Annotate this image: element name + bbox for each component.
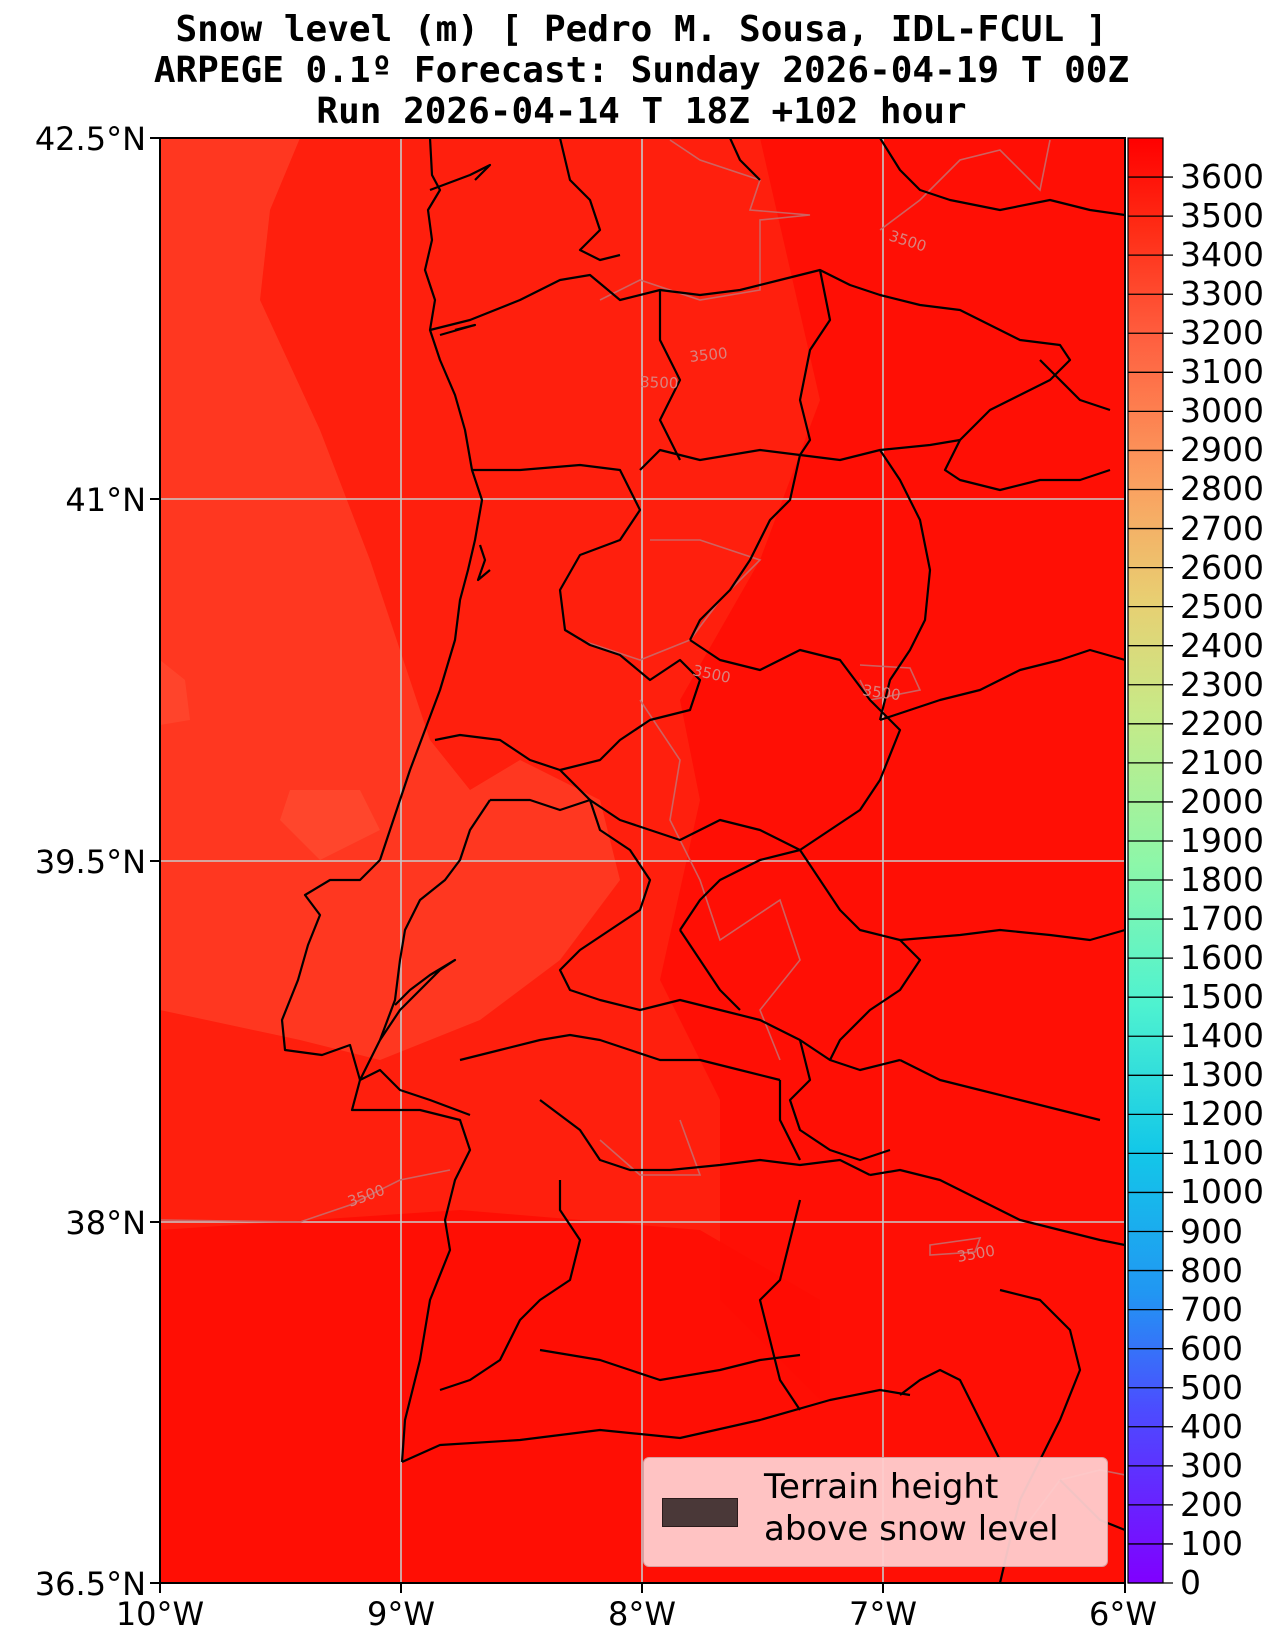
lon-label: 9°W [367,1595,435,1633]
colorbar-tick-label: 1400 [1180,1016,1264,1056]
colorbar-tick-label: 0 [1180,1563,1201,1602]
colorbar-tick-label: 3300 [1180,274,1264,314]
lat-label: 41°N [65,481,146,519]
lon-label: 8°W [608,1595,676,1633]
colorbar-tick-label: 2400 [1180,625,1264,665]
colorbar-tick-label: 500 [1180,1367,1243,1407]
axis-ticks [150,137,1126,1593]
lon-label: 10°W [115,1595,205,1633]
map-title-line-2: ARPEGE 0.1º Forecast: Sunday 2026-04-19 … [153,50,1130,91]
colorbar-tick-label: 2800 [1180,469,1264,509]
field-light-patch [280,790,380,860]
legend-label-line-1: Terrain height [764,1467,999,1507]
colorbar-tick-label: 1800 [1180,860,1264,900]
colorbar-tick-label: 100 [1180,1523,1243,1563]
legend-label: Terrain height above snow level [764,1466,1059,1550]
colorbar-tick-label: 300 [1180,1445,1243,1485]
lon-label: 6°W [1089,1595,1157,1633]
legend-swatch-terrain [662,1498,738,1527]
colorbar-tick-label: 900 [1180,1211,1243,1251]
colorbar-tick-label: 3500 [1180,196,1264,236]
colorbar-tick-label: 1100 [1180,1133,1264,1173]
lon-label: 7°W [849,1595,917,1633]
colorbar-tick-label: 2900 [1180,430,1264,470]
snow-level-field [160,138,1125,1583]
field-light-patch-2 [160,660,190,725]
colorbar-tick-label: 3600 [1180,157,1264,197]
colorbar-tick-label: 3100 [1180,352,1264,392]
lat-label: 38°N [65,1204,146,1242]
lat-label: 36.5°N [34,1565,146,1603]
colorbar-tick-label: 2500 [1180,586,1264,626]
colorbar-tick-label: 200 [1180,1484,1243,1524]
colorbar-tick-label: 3400 [1180,235,1264,275]
grid-lines [160,138,1125,1583]
colorbar-bar [1128,138,1163,1583]
colorbar-tick-label: 1600 [1180,938,1264,978]
map-title-line-3: Run 2026-04-14 T 18Z +102 hour [316,91,967,132]
colorbar-tick-label: 2300 [1180,664,1264,704]
legend: Terrain height above snow level [643,1457,1108,1567]
colorbar-tick-label: 600 [1180,1328,1243,1368]
colorbar-tick-label: 800 [1180,1250,1243,1290]
colorbar-tick-label: 1300 [1180,1055,1264,1095]
colorbar-tick-label: 2100 [1180,742,1264,782]
field-light-band [160,138,620,1060]
lat-label: 39.5°N [34,843,146,881]
colorbar-tick-label: 2200 [1180,703,1264,743]
colorbar [1127,137,1173,1584]
colorbar-tick-label: 2000 [1180,781,1264,821]
colorbar-tick-label: 2700 [1180,508,1264,548]
colorbar-tick-label: 700 [1180,1289,1243,1329]
colorbar-tick-label: 1200 [1180,1094,1264,1134]
contour-label: 3500 [640,373,679,392]
lat-label: 42.5°N [34,120,146,158]
colorbar-tick-label: 400 [1180,1406,1243,1446]
colorbar-tick-marks [1128,176,1173,1584]
map-title-line-1: Snow level (m) [ Pedro M. Sousa, IDL-FCU… [175,9,1108,50]
legend-label-line-2: above snow level [764,1509,1059,1549]
colorbar-tick-label: 3000 [1180,391,1264,431]
coastline-and-borders [280,138,1125,1583]
contour-label: 3500 [689,344,729,366]
contour-label: 3500 [861,681,901,704]
colorbar-tick-label: 1500 [1180,977,1264,1017]
colorbar-tick-label: 1700 [1180,899,1264,939]
colorbar-tick-label: 1900 [1180,820,1264,860]
colorbar-tick-label: 2600 [1180,547,1264,587]
colorbar-tick-label: 1000 [1180,1172,1264,1212]
colorbar-tick-label: 3200 [1180,313,1264,353]
